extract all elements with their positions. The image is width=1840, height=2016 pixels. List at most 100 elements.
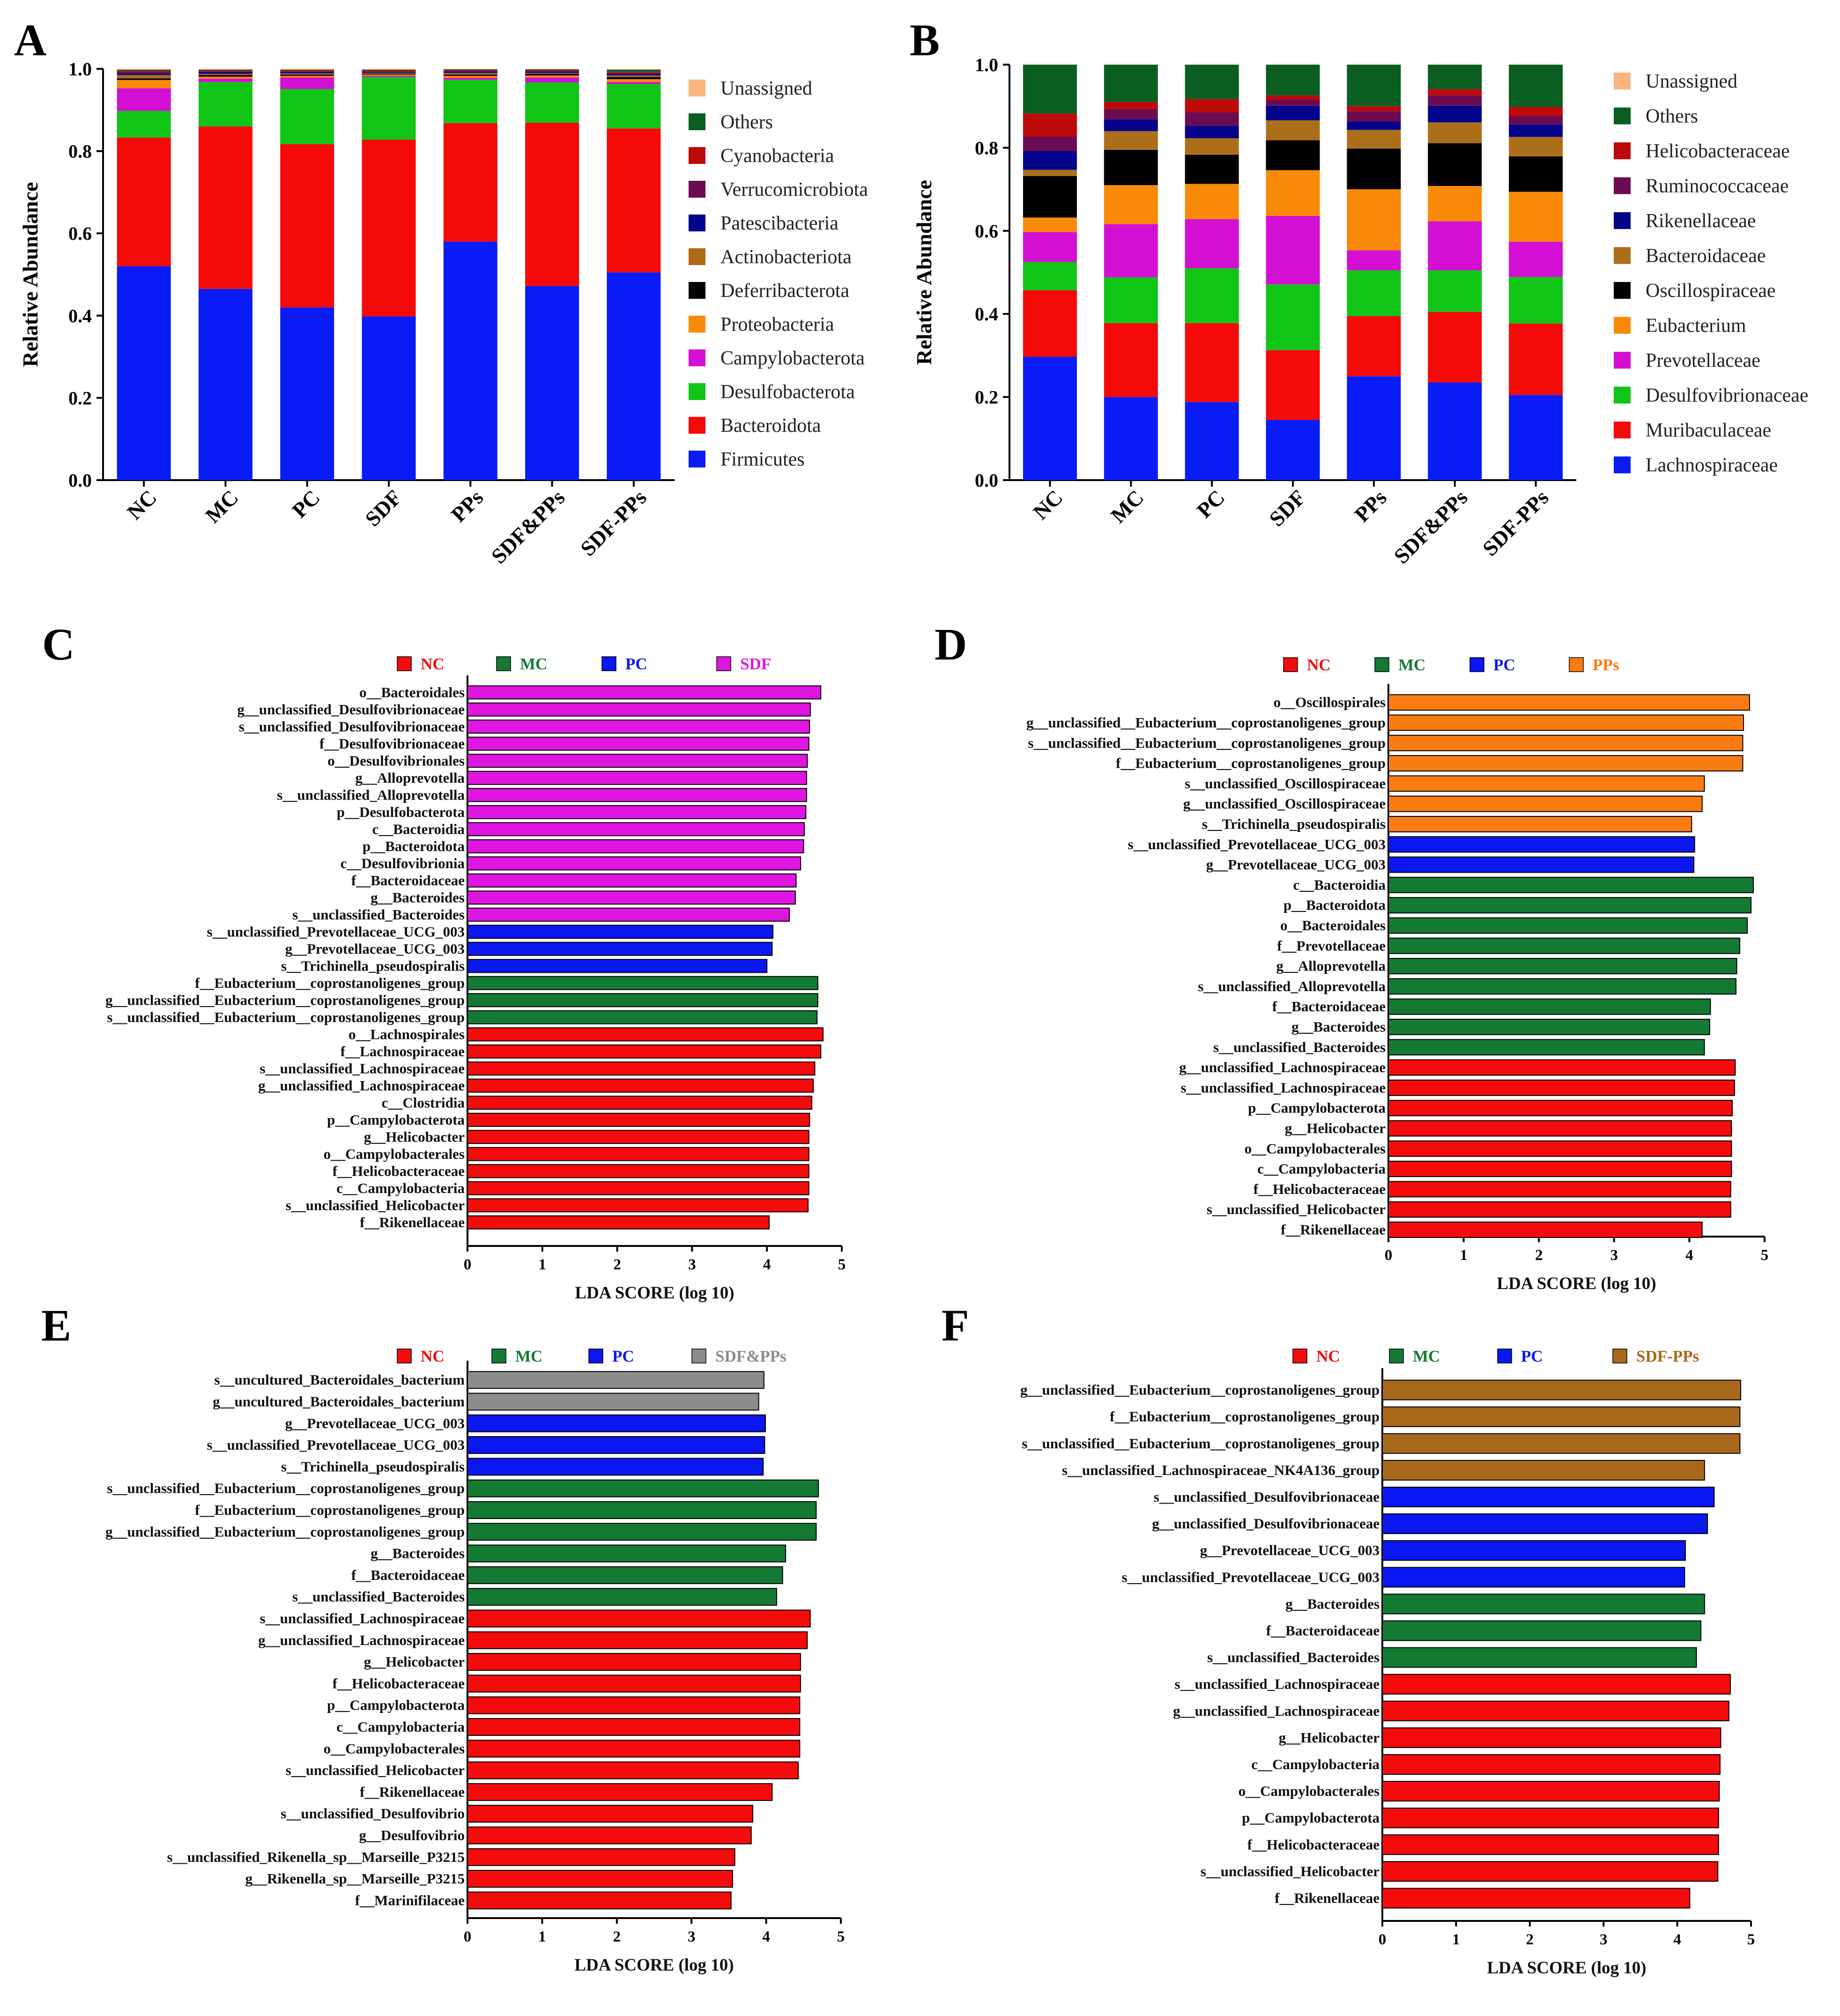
lda-bar-nc [467,1044,822,1059]
bar-segment-eubacterium [1104,185,1158,224]
legend-label-pps: PPs [1593,656,1619,674]
bar-segment-proteobacteria [362,74,416,76]
lda-bar-nc [467,1215,770,1230]
legend-label-ruminococcaceae: Ruminococcaceae [1646,176,1788,197]
lda-bar-label: s__unclassified_Bacteroides [292,1588,465,1605]
bar-stack-pps [443,69,497,480]
lda-bar-sdf [467,839,804,853]
lda-bar-nc [1382,1888,1691,1909]
lda-bar-sdf-pps [1382,1379,1741,1401]
lda-bar-sdf [467,685,822,700]
lda-bar-mc [467,1010,818,1024]
legend-swatch-nc [397,1349,412,1364]
bar-segment-ruminococcaceae [1347,111,1401,122]
bar-segment-cyanobacteria [525,70,579,71]
y-tick-label: 0.4 [68,305,92,326]
bar-stack-pc [280,69,334,480]
bar-segment-desulfobacterota [362,77,416,140]
lda-bar-label: o__Campylobacterales [324,1146,465,1162]
lda-bar-label: s__unclassified_Helicobacter [286,1762,465,1779]
x-tick-label: 0 [464,1928,472,1945]
bar-segment-bacteroidaceae [1185,138,1239,155]
lda-bar-label: s__unclassified_Alloprevotella [277,786,465,803]
lda-bar-label: o__Bacteroidales [1280,917,1386,934]
legend-swatch-pc [1469,657,1484,672]
bar-segment-unassigned [607,69,661,70]
bar-segment-muribaculaceae [1428,311,1482,383]
lda-bar-label: s__Trichinella_pseudospiralis [281,957,465,974]
bar-segment-eubacterium [1023,217,1077,232]
bar-segment-cyanobacteria [280,70,334,72]
x-category-label: PPs [446,485,488,526]
lda-bar-label: s__unclassified_Desulfovibrionaceae [239,718,465,734]
bar-segment-desulfovibrionaceae [1185,268,1239,323]
lda-bar-label: g__unclassified_Lachnospiraceae [258,1632,465,1648]
bar-segment-muribaculaceae [1104,323,1158,397]
lda-bar-label: s__unclassified_Prevotellaceae_UCG_003 [1122,1569,1380,1585]
bar-segment-bacteroidota [362,140,416,317]
bar-segment-lachnospiraceae [1023,356,1077,480]
bar-segment-deferribacterota [198,75,252,77]
lda-bar-label: g__unclassified_Lachnospiraceae [1173,1703,1380,1719]
lda-bar-pc [467,941,773,956]
bar-segment-verrucomicrobiota [280,71,334,73]
x-category-label: MC [1106,485,1148,527]
x-tick-label: 3 [1610,1247,1618,1264]
legend-label-mc: MC [1398,656,1425,674]
bar-segment-actinobacteriota [280,73,334,75]
bar-segment-bacteroidaceae [1347,130,1401,149]
bar-segment-rikenellaceae [1347,121,1401,130]
bar-segment-eubacterium [1185,184,1239,219]
legend-label-rikenellaceae: Rikenellaceae [1646,210,1756,232]
y-tick-label: 0.2 [975,387,998,408]
bar-segment-cyanobacteria [117,71,171,73]
lda-bar-pc [1382,1567,1685,1588]
lda-bar-mc [467,976,818,990]
bar-segment-helicobacteraceae [1347,106,1401,111]
lda-bar-label: s__unclassified_Prevotellaceae_UCG_003 [207,1437,465,1453]
lda-bar-label: p__Desulfobacterota [337,804,465,820]
lda-bar-label: g__Alloprevotella [355,770,465,786]
lda-bar-label: g__Bacteroides [371,889,465,905]
lda-bar-nc [467,1696,801,1714]
bar-segment-proteobacteria [525,75,579,78]
bar-segment-firmicutes [607,272,661,480]
lda-bar-mc [1388,917,1748,934]
x-category-label: SDF&PPs [1389,485,1472,568]
lda-bar-sdf-pps [467,1371,764,1389]
lda-bar-nc [467,1826,752,1845]
bar-segment-rikenellaceae [1185,126,1239,138]
lda-bar-label: p__Campylobacterota [1242,1809,1380,1826]
lda-bar-nc [1388,1201,1731,1218]
bar-stack-sdf-pps [1509,65,1563,480]
x-tick-label: 1 [1452,1931,1460,1948]
bar-segment-actinobacteriota [117,75,171,79]
bar-segment-proteobacteria [607,79,661,82]
y-tick-label: 0.6 [975,221,998,242]
lda-bar-label: s__unclassified_Desulfovibrionaceae [1154,1489,1380,1505]
bar-segment-others [362,69,416,71]
lda-bar-nc [1388,1181,1731,1198]
lda-bar-sdf [467,719,810,734]
legend-label-mc: MC [520,655,547,673]
lda-bar-label: f__Helicobacteraceae [333,1163,465,1179]
x-tick-label: 5 [1761,1247,1769,1264]
x-tick-label: 3 [688,1928,696,1945]
x-axis-title: LDA SCORE (log 10) [1487,1958,1646,1978]
lda-bar-label: p__Campylobacterota [327,1112,465,1128]
bar-stack-pps [1347,65,1401,480]
x-axis-title: LDA SCORE (log 10) [574,1956,734,1975]
bar-segment-others [280,69,334,71]
bar-segment-patescibacteria [525,72,579,73]
lda-bar-label: s__unclassified_Alloprevotella [1198,978,1386,994]
panel-letter: E [41,1300,71,1350]
bar-segment-patescibacteria [362,72,416,73]
panel-letter: A [14,15,46,65]
lda-bar-mc [467,1588,777,1606]
legend-label-unassigned: Unassigned [1646,71,1737,92]
lda-bar-nc [467,1891,732,1910]
lda-bar-label: s__unclassified__Eubacterium__coprostano… [1028,734,1386,751]
lda-bar-pc [467,925,773,939]
lda-bar-sdf-pps [467,1393,759,1411]
lda-bar-nc [467,1805,753,1823]
